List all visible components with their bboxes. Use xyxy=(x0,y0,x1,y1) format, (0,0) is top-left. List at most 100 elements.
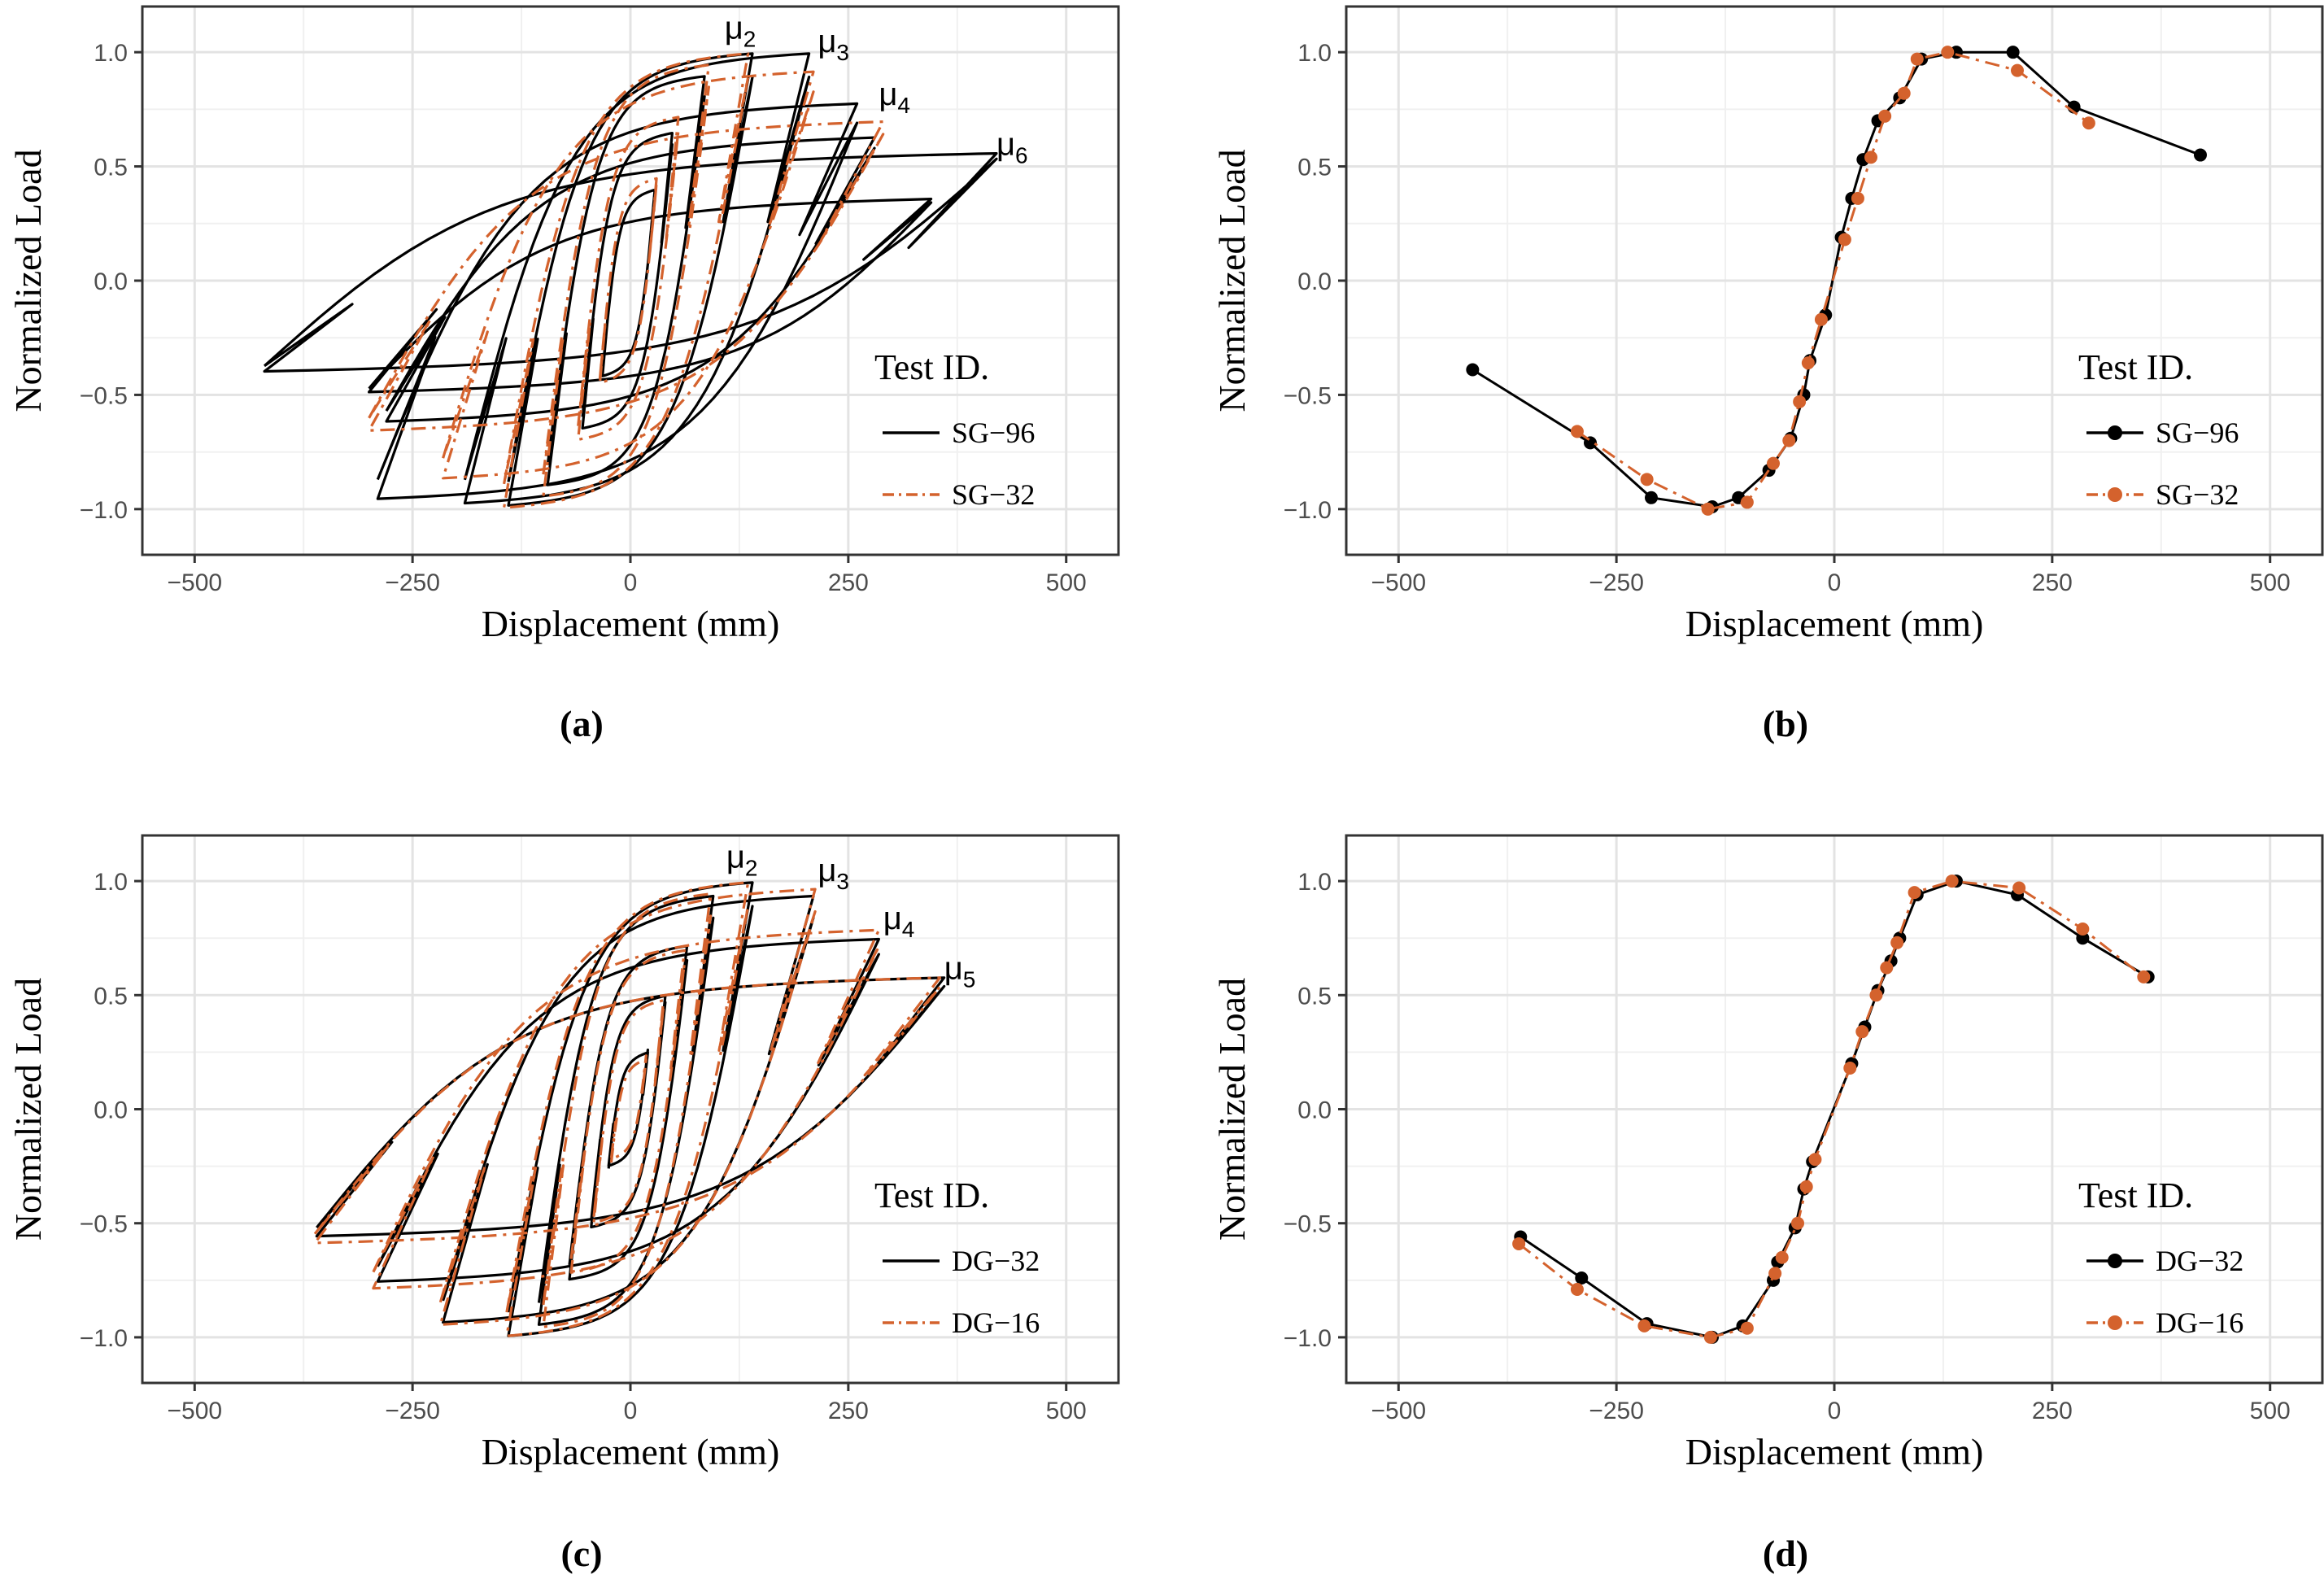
x-tick-label: 0 xyxy=(624,1398,638,1424)
x-tick-label: −500 xyxy=(167,1398,222,1424)
ductility-subscript: 2 xyxy=(743,26,756,51)
panel-d: −500 −250 0 250 500 −1.0 −0.5 0.0 0.5 1.0 Displace… xyxy=(1211,834,2324,1574)
legend: Test ID. DG−32 DG−16 xyxy=(2078,1175,2243,1339)
y-tick-label: −0.5 xyxy=(1284,1211,1332,1238)
panel-c: μ2 μ3 μ4 μ5 −500 −250 0 250 500 −1.0 −0.5 0.0 0.5 1.0… xyxy=(7,834,1120,1574)
ductility-subscript: 3 xyxy=(836,40,849,65)
data-point xyxy=(2012,881,2026,895)
panel-a: μ2 μ3 μ4 μ6 −500 −250 0 250 500 −1.0 −0.5 0.0 0.5 1.0… xyxy=(7,5,1120,744)
hysteresis-loop xyxy=(263,152,998,373)
x-axis-title: Displacement (mm) xyxy=(1685,1431,1984,1472)
x-tick-label: 250 xyxy=(828,569,869,596)
x-tick-label: 500 xyxy=(2250,569,2291,596)
data-point xyxy=(1637,1319,1651,1332)
legend-label: DG−16 xyxy=(952,1306,1040,1339)
legend-key-marker xyxy=(2108,1254,2122,1268)
ductility-subscript: 4 xyxy=(897,93,910,118)
data-point xyxy=(1640,473,1654,486)
y-axis-title: Normalized Load xyxy=(7,978,49,1241)
legend-title: Test ID. xyxy=(2078,347,2193,387)
hysteresis-loop xyxy=(609,1054,647,1163)
y-tick-label: 1.0 xyxy=(1297,40,1332,67)
data-point xyxy=(1941,46,1955,59)
series-1 xyxy=(1570,46,2095,516)
legend-key-marker xyxy=(2108,487,2122,502)
hysteresis-loop xyxy=(607,1049,649,1169)
data-point xyxy=(2076,922,2090,936)
x-tick-label: 0 xyxy=(624,569,638,596)
x-tick-label: 250 xyxy=(2032,1398,2073,1424)
x-axis-title: Displacement (mm) xyxy=(482,603,780,644)
series-1 xyxy=(368,52,885,509)
hysteresis-loop xyxy=(577,116,680,441)
data-point xyxy=(1791,1216,1804,1230)
data-point xyxy=(1855,1025,1869,1039)
data-point xyxy=(1512,1237,1526,1250)
hysteresis-loop xyxy=(581,132,674,430)
plot-area xyxy=(1512,875,2155,1344)
x-tick-label: −500 xyxy=(167,569,222,596)
legend-key-marker xyxy=(2108,425,2122,440)
hysteresis-loop xyxy=(537,894,715,1326)
ductility-subscript: 5 xyxy=(963,967,976,992)
legend-title: Test ID. xyxy=(2078,1175,2193,1215)
data-point xyxy=(1945,875,1959,888)
ductility-label: μ3 xyxy=(818,24,849,65)
grid xyxy=(1346,835,2322,1383)
data-point xyxy=(1466,363,1480,377)
data-point xyxy=(1910,52,1924,66)
hysteresis-loop xyxy=(503,52,750,509)
hysteresis-loop xyxy=(546,75,706,486)
data-point xyxy=(1703,1330,1717,1344)
x-tick-label: 250 xyxy=(828,1398,869,1424)
x-tick-label: −250 xyxy=(385,569,440,596)
series-0 xyxy=(263,52,998,507)
ductility-label: μ6 xyxy=(996,127,1028,168)
x-tick-label: 0 xyxy=(1828,1398,1842,1424)
y-tick-label: 0.0 xyxy=(1297,268,1332,295)
y-tick-label: −1.0 xyxy=(80,1325,128,1352)
panel-label: (c) xyxy=(560,1533,602,1574)
y-tick-label: −0.5 xyxy=(1284,382,1332,409)
legend: Test ID. DG−32 DG−16 xyxy=(874,1175,1040,1339)
hysteresis-loop xyxy=(313,976,941,1245)
panel-label: (d) xyxy=(1763,1533,1808,1574)
ductility-label: μ2 xyxy=(726,839,758,880)
data-point xyxy=(2011,63,2024,77)
panel-b: −500 −250 0 250 500 −1.0 −0.5 0.0 0.5 1.0 Displace… xyxy=(1211,5,2324,744)
data-point xyxy=(2082,116,2095,130)
ductility-subscript: 4 xyxy=(902,917,915,942)
data-point xyxy=(1575,1271,1589,1285)
x-tick-label: −500 xyxy=(1371,1398,1426,1424)
legend-title: Test ID. xyxy=(874,347,989,387)
y-tick-label: 0.0 xyxy=(94,1097,128,1124)
hysteresis-loop xyxy=(542,892,713,1328)
plot-area xyxy=(313,881,946,1337)
ductility-label: μ4 xyxy=(879,76,910,118)
ductility-subscript: 6 xyxy=(1015,143,1028,168)
legend: Test ID. SG−96 SG−32 xyxy=(2078,347,2239,511)
legend-label: DG−32 xyxy=(2156,1245,2243,1277)
panel-label: (a) xyxy=(560,703,604,744)
grid xyxy=(1346,7,2322,555)
data-point xyxy=(1767,456,1780,470)
legend: Test ID. SG−96 SG−32 xyxy=(874,347,1035,511)
x-tick-label: 500 xyxy=(1046,569,1087,596)
hysteresis-loop xyxy=(590,994,667,1228)
data-point xyxy=(1801,356,1815,370)
y-tick-label: −1.0 xyxy=(80,497,128,524)
series-1 xyxy=(1512,875,2151,1344)
data-point xyxy=(2006,46,2020,59)
data-point xyxy=(1864,150,1877,164)
hysteresis-loop xyxy=(372,928,880,1290)
data-point xyxy=(1843,1062,1857,1075)
x-tick-label: 250 xyxy=(2032,569,2073,596)
hysteresis-loop xyxy=(376,102,859,500)
ductility-label: μ5 xyxy=(944,951,976,992)
data-point xyxy=(1908,886,1921,900)
y-tick-label: −0.5 xyxy=(80,1211,128,1238)
legend-label: SG−32 xyxy=(952,478,1035,511)
data-point xyxy=(1880,961,1894,975)
ductility-label: μ2 xyxy=(725,10,756,51)
